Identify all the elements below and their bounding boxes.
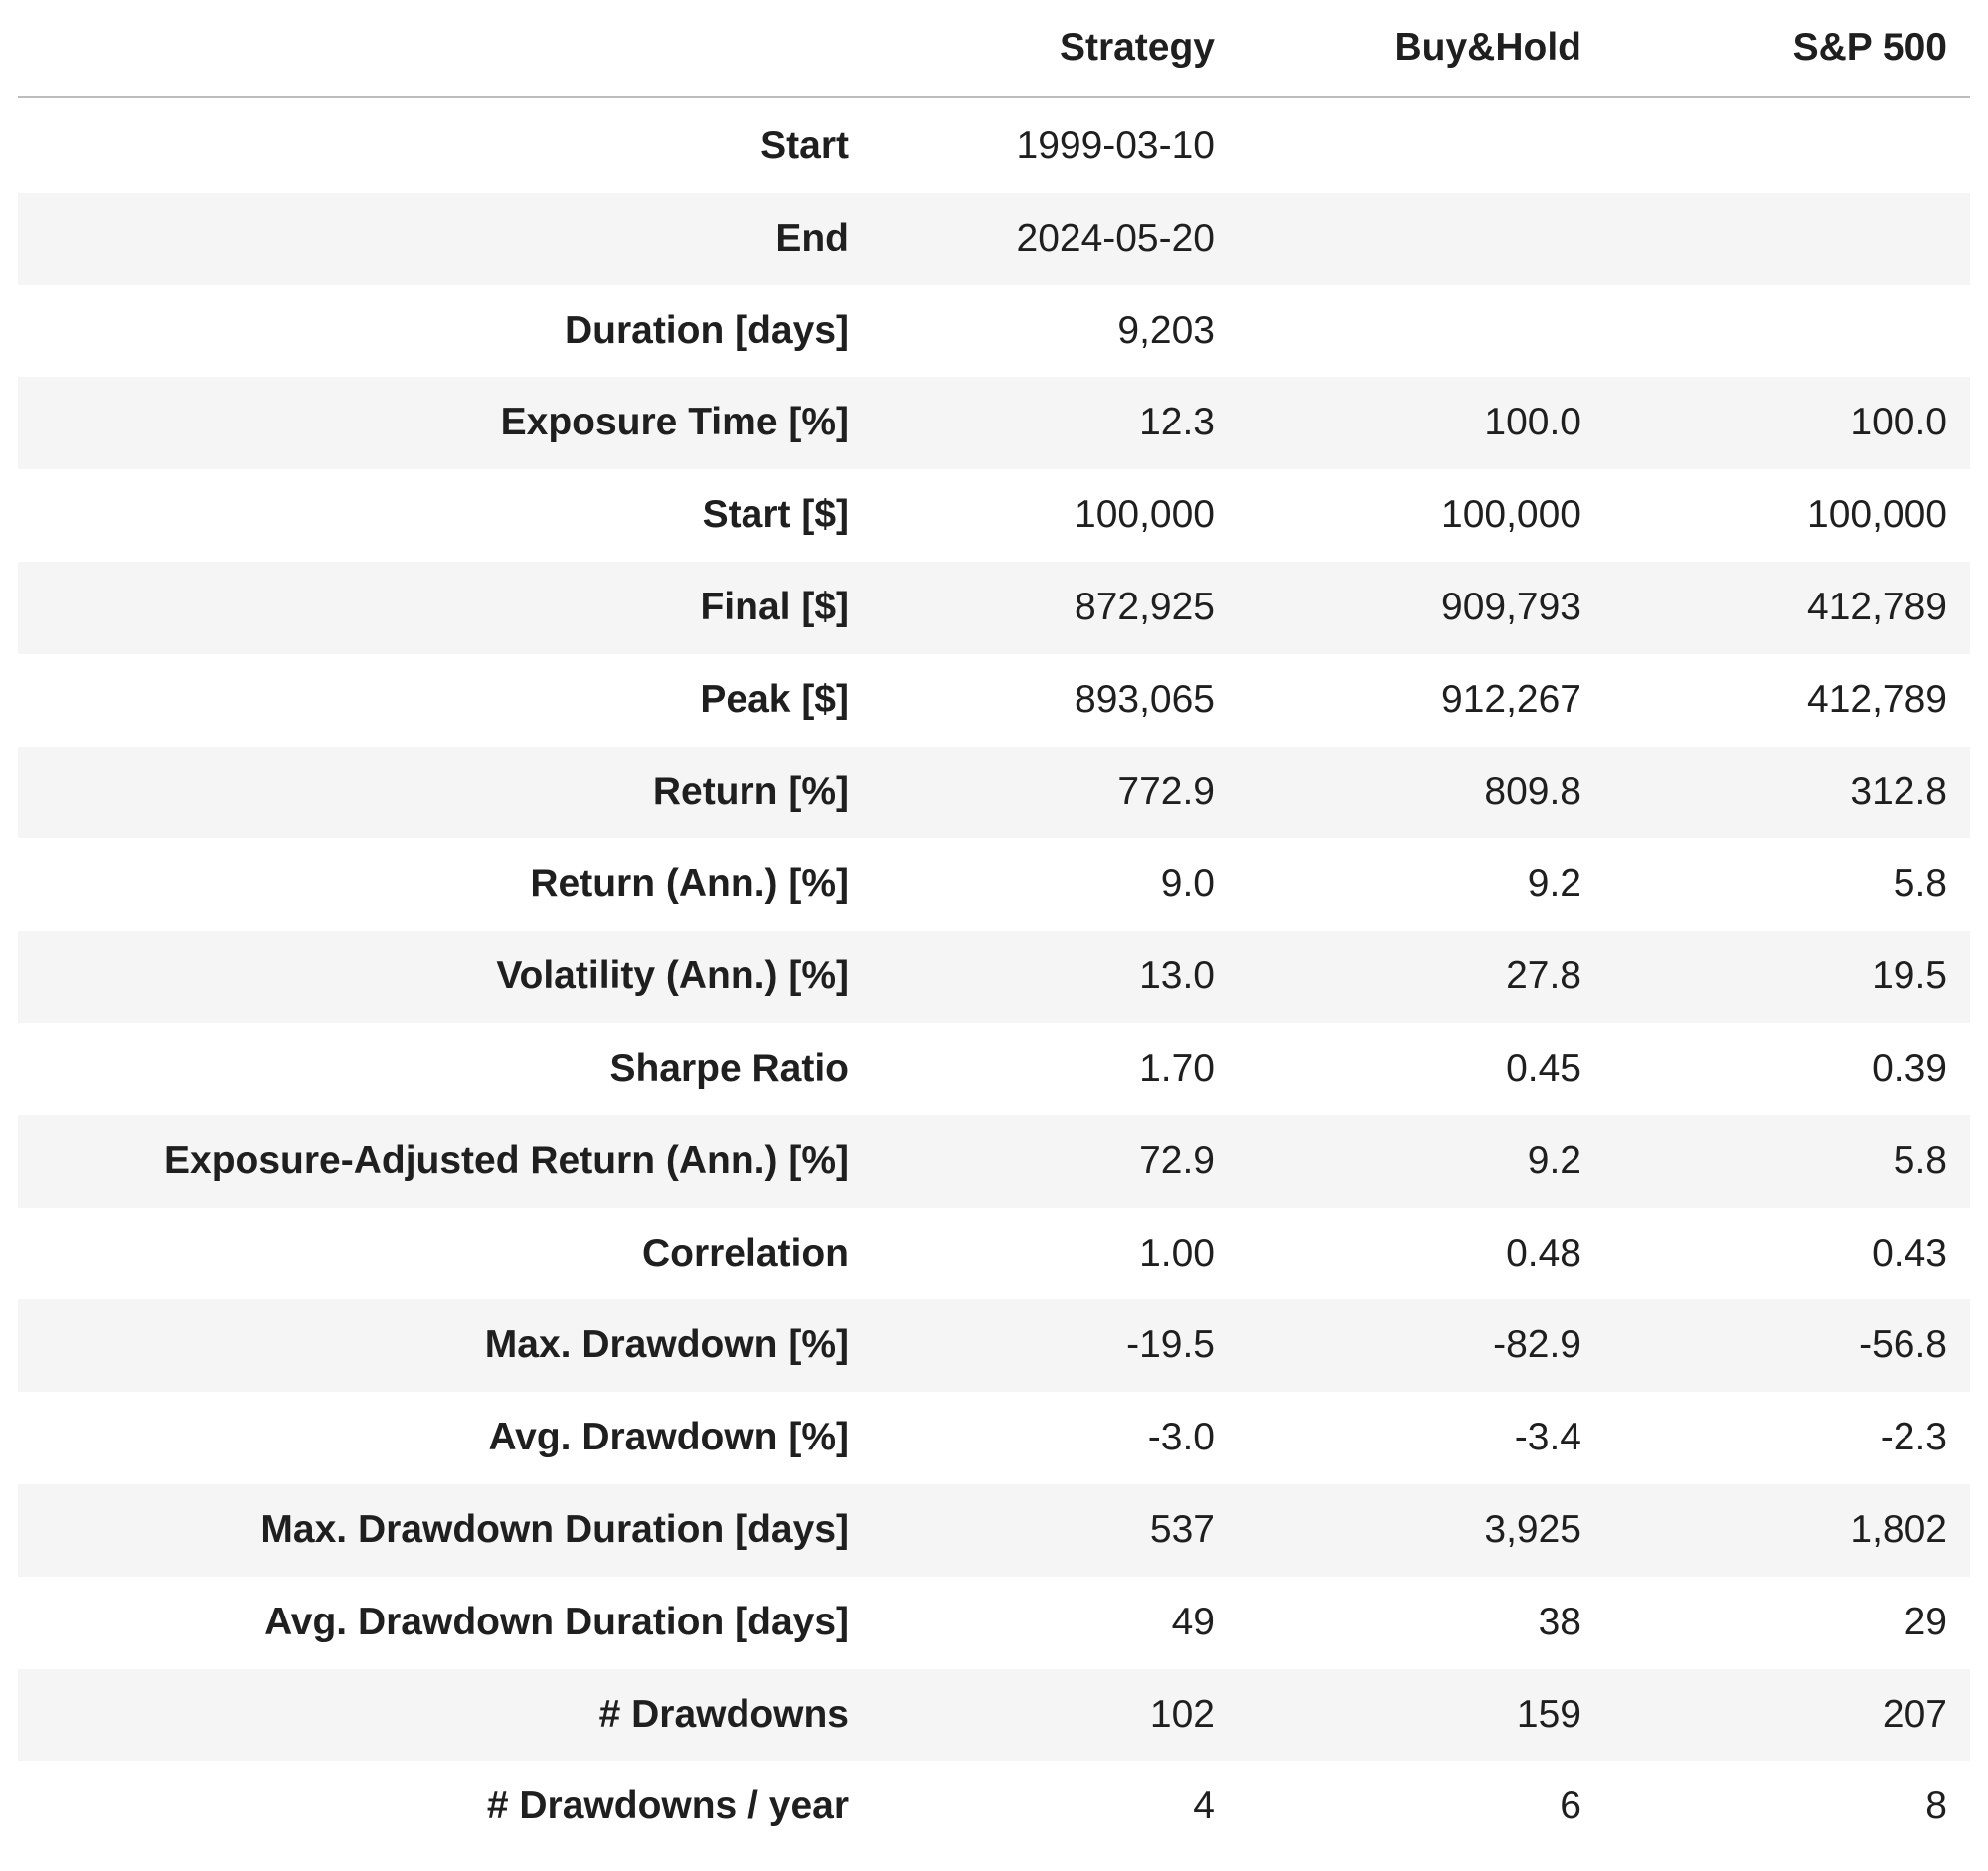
row-label: Exposure Time [%] [500,401,849,444]
table-cell: -3.4 [1514,1416,1581,1459]
table-cell: 9,203 [1117,308,1215,352]
table-cell: 412,789 [1807,586,1947,628]
table-row: Start 1999-03-10 [18,100,1970,193]
table-cell: -82.9 [1493,1323,1581,1367]
row-label: Max. Drawdown Duration [days] [260,1508,849,1551]
row-label: Start [760,124,849,167]
table-cell: 893,065 [1075,677,1215,721]
table-cell: 159 [1516,1692,1581,1736]
row-label: Final [$] [700,586,849,628]
table-row: Final [$] 872,925 909,793 412,789 [18,562,1970,654]
table-cell: 19.5 [1872,954,1947,998]
table-cell: 537 [1149,1508,1215,1551]
row-label: Correlation [641,1231,849,1275]
table-cell: 0.39 [1872,1047,1947,1090]
row-label: Sharpe Ratio [609,1047,849,1090]
row-label: Return [%] [652,769,849,813]
header-rule [18,96,1970,98]
row-label: Peak [$] [700,677,849,721]
table-cell: 412,789 [1807,677,1947,721]
table-cell: -3.0 [1147,1416,1215,1459]
table-cell: 100,000 [1441,493,1581,537]
table-row: Max. Drawdown [%] -19.5 -82.9 -56.8 [18,1299,1970,1393]
table-cell: 0.45 [1506,1047,1581,1090]
table-cell: 102 [1149,1692,1215,1736]
table-row: # Drawdowns / year 4 6 8 [18,1761,1970,1853]
table-cell: 207 [1882,1692,1947,1736]
table-row: Sharpe Ratio 1.70 0.45 0.39 [18,1023,1970,1115]
row-label: Start [$] [702,493,849,537]
table-cell: 0.48 [1506,1231,1581,1275]
table-cell: 9.2 [1527,1138,1581,1182]
row-label: Max. Drawdown [%] [484,1323,849,1367]
table-cell: 312.8 [1850,769,1947,813]
table-cell: 2024-05-20 [1016,216,1216,259]
table-cell: 772.9 [1117,769,1215,813]
table-cell: 5.8 [1893,1138,1947,1182]
table-row: Avg. Drawdown [%] -3.0 -3.4 -2.3 [18,1392,1970,1484]
table-row: End 2024-05-20 [18,192,1970,285]
table-cell: -19.5 [1126,1323,1215,1367]
table-cell: 872,925 [1075,586,1215,628]
header-row: Strategy Buy&Hold S&P 500 [18,0,1970,94]
table-row: Duration [days] 9,203 [18,285,1970,378]
table-cell: 49 [1171,1600,1215,1643]
table-row: Volatility (Ann.) [%] 13.0 27.8 19.5 [18,931,1970,1023]
table-cell: 8 [1925,1785,1947,1828]
row-label: Volatility (Ann.) [%] [496,954,849,998]
table-row: Correlation 1.00 0.48 0.43 [18,1208,1970,1300]
row-label: Avg. Drawdown Duration [days] [264,1600,849,1643]
table-cell: 100,000 [1807,493,1947,537]
table-cell: 100,000 [1075,493,1215,537]
table-row: Return [%] 772.9 809.8 312.8 [18,746,1970,839]
table-cell: 1.00 [1139,1231,1215,1275]
table-cell: 5.8 [1893,862,1947,906]
table-cell: 4 [1193,1785,1215,1828]
table-cell: 13.0 [1139,954,1215,998]
table-cell: 100.0 [1850,401,1947,444]
row-label: Return (Ann.) [%] [530,862,849,906]
table-cell: -2.3 [1880,1416,1947,1459]
table-cell: 9.2 [1527,862,1581,906]
row-label: Avg. Drawdown [%] [488,1416,849,1459]
row-label: # Drawdowns [598,1692,849,1736]
column-header: Buy&Hold [1394,26,1582,69]
row-label: Exposure-Adjusted Return (Ann.) [%] [164,1138,849,1182]
table-row: Start [$] 100,000 100,000 100,000 [18,469,1970,562]
table-cell: 1,802 [1850,1508,1947,1551]
table-row: Exposure-Adjusted Return (Ann.) [%] 72.9 9… [18,1114,1970,1208]
row-label: End [775,216,849,259]
table-cell: 3,925 [1484,1508,1581,1551]
table-cell: 72.9 [1139,1138,1215,1182]
row-label: Duration [days] [564,308,849,352]
table-cell: 1999-03-10 [1016,124,1216,167]
table-cell: 0.43 [1872,1231,1947,1275]
table-cell: -56.8 [1859,1323,1947,1367]
table-cell: 12.3 [1139,401,1215,444]
table-cell: 29 [1904,1600,1947,1643]
table-cell: 100.0 [1484,401,1581,444]
table-cell: 909,793 [1441,586,1581,628]
table-cell: 809.8 [1484,769,1581,813]
table-row: Peak [$] 893,065 912,267 412,789 [18,654,1970,747]
table-cell: 27.8 [1506,954,1581,998]
column-header: Strategy [1059,26,1215,69]
column-header: S&P 500 [1792,26,1947,69]
table-cell: 6 [1560,1785,1581,1828]
table-row: Exposure Time [%] 12.3 100.0 100.0 [18,377,1970,470]
table-row: Avg. Drawdown Duration [days] 49 38 29 [18,1577,1970,1669]
row-label: # Drawdowns / year [486,1785,849,1828]
table-cell: 912,267 [1441,677,1581,721]
table-row: Return (Ann.) [%] 9.0 9.2 5.8 [18,838,1970,931]
table-cell: 9.0 [1160,862,1215,906]
table-row: Max. Drawdown Duration [days] 537 3,925 1,8… [18,1484,1970,1577]
table-cell: 38 [1538,1600,1581,1643]
table-cell: 1.70 [1139,1047,1215,1090]
table-row: # Drawdowns 102 159 207 [18,1668,1970,1762]
